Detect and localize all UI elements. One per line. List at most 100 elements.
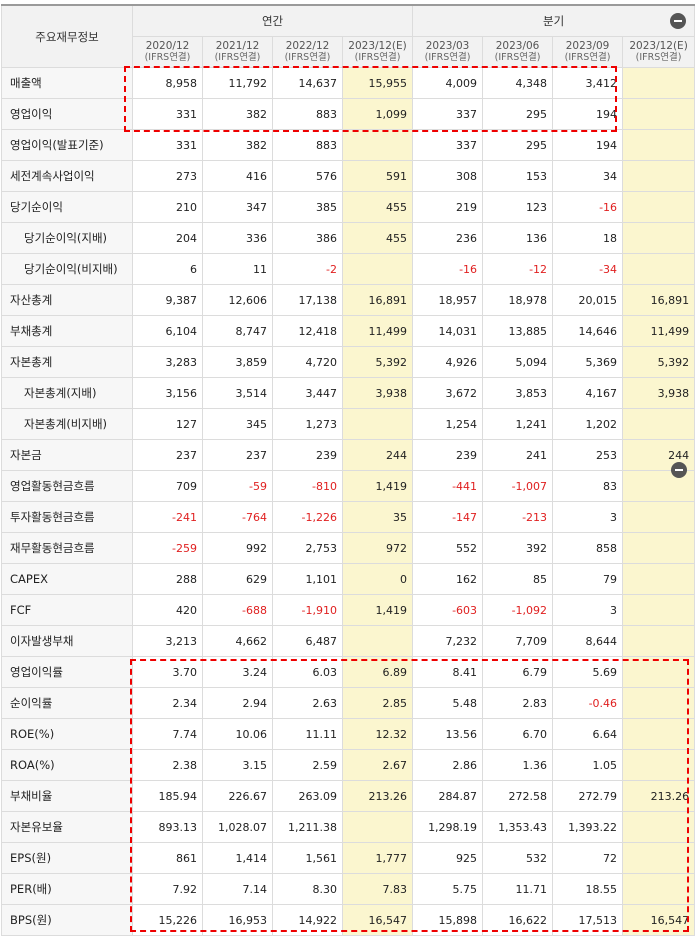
table-cell: 392: [482, 532, 554, 564]
table-cell: 3,859: [202, 346, 273, 378]
table-cell: 253: [552, 439, 624, 471]
column-period: 2021/12: [215, 40, 260, 52]
table-cell: 3.15: [202, 749, 273, 781]
table-cell: [622, 842, 695, 874]
quarter-label: 분기: [542, 14, 565, 28]
table-cell: 8.41: [412, 656, 484, 688]
table-cell: 3.24: [202, 656, 273, 688]
table-cell: 15,955: [341, 67, 414, 99]
table-cell: 16,953: [202, 904, 273, 936]
table-cell: 16,622: [482, 904, 554, 936]
table-cell: -0.46: [552, 687, 624, 719]
table-cell: 18,957: [412, 284, 484, 316]
column-period: 2023/12(E): [348, 40, 407, 52]
table-cell: 194: [552, 98, 624, 130]
collapse-quarter-icon[interactable]: [670, 13, 687, 29]
table-cell: 14,646: [552, 315, 624, 347]
table-cell: 3,853: [482, 377, 554, 409]
table-cell: 8,644: [552, 625, 624, 657]
annual-label: 연간: [261, 14, 284, 28]
table-cell: -441: [412, 470, 484, 502]
table-cell: 3,156: [132, 377, 203, 409]
table-cell: 2.83: [482, 687, 554, 719]
table-cell: 5.48: [412, 687, 484, 719]
table-cell: 204: [132, 222, 203, 254]
row-label: 부채비율: [1, 780, 133, 812]
table-cell: 1,393.22: [552, 811, 624, 843]
table-cell: 1,099: [341, 98, 414, 130]
table-cell: -1,910: [272, 594, 343, 626]
table-cell: [622, 222, 695, 254]
quarter-group-header: 분기: [412, 4, 695, 37]
table-cell: 7,232: [412, 625, 484, 657]
row-label: 당기순이익(비지배): [1, 253, 133, 285]
table-cell: 1.05: [552, 749, 624, 781]
table-cell: 3,514: [202, 377, 273, 409]
table-cell: 8,747: [202, 315, 273, 347]
table-cell: 4,348: [482, 67, 554, 99]
table-cell: 2.85: [341, 687, 414, 719]
table-row: 자본금 237 237 239 244 239 241 253 244: [1, 439, 695, 471]
table-cell: 5,392: [622, 346, 695, 378]
table-cell: 3,213: [132, 625, 203, 657]
column-header: 2023/06 (IFRS연결): [482, 36, 554, 68]
table-row: 자본총계(비지배) 127 345 1,273 1,254 1,241 1,202: [1, 408, 695, 440]
table-corner-label: 주요재무정보: [1, 4, 133, 68]
table-cell: 1.36: [482, 749, 554, 781]
column-header: 2023/12(E) (IFRS연결): [341, 36, 414, 68]
table-cell: 4,926: [412, 346, 484, 378]
table-cell: 14,922: [272, 904, 343, 936]
table-cell: [622, 656, 695, 688]
table-cell: 11,499: [622, 315, 695, 347]
row-label: 영업활동현금흐름: [1, 470, 133, 502]
column-period: 2020/12: [145, 40, 190, 52]
table-cell: 6: [132, 253, 203, 285]
table-cell: 1,211.38: [272, 811, 343, 843]
table-cell: 72: [552, 842, 624, 874]
table-cell: 3: [552, 501, 624, 533]
row-label: 부채총계: [1, 315, 133, 347]
row-label: PER(배): [1, 873, 133, 905]
table-cell: 4,662: [202, 625, 273, 657]
table-cell: 992: [202, 532, 273, 564]
table-row: 영업이익 331 382 883 1,099 337 295 194: [1, 98, 695, 130]
column-period: 2023/03: [425, 40, 470, 52]
table-cell: -764: [202, 501, 273, 533]
table-cell: 11,499: [341, 315, 414, 347]
table-cell: -688: [202, 594, 273, 626]
table-cell: 9,387: [132, 284, 203, 316]
table-cell: 295: [482, 98, 554, 130]
table-cell: 11,792: [202, 67, 273, 99]
table-cell: 237: [202, 439, 273, 471]
table-cell: 236: [412, 222, 484, 254]
table-cell: 1,777: [341, 842, 414, 874]
table-row: 부채비율 185.94 226.67 263.09 213.26 284.87 272.58…: [1, 780, 695, 812]
table-cell: [341, 625, 414, 657]
column-basis: (IFRS연결): [424, 52, 471, 63]
row-label: 자본유보율: [1, 811, 133, 843]
table-cell: 12,606: [202, 284, 273, 316]
table-cell: 1,419: [341, 470, 414, 502]
table-cell: 2.86: [412, 749, 484, 781]
table-cell: 13,885: [482, 315, 554, 347]
table-cell: 331: [132, 129, 203, 161]
table-cell: 35: [341, 501, 414, 533]
table-cell: [622, 718, 695, 750]
table-cell: 1,202: [552, 408, 624, 440]
table-cell: [341, 408, 414, 440]
table-cell: [622, 811, 695, 843]
table-cell: -34: [552, 253, 624, 285]
row-label: 매출액: [1, 67, 133, 99]
row-label: 영업이익: [1, 98, 133, 130]
table-cell: 5,094: [482, 346, 554, 378]
table-row: ROE(%) 7.74 10.06 11.11 12.32 13.56 6.70 6.64: [1, 718, 695, 750]
table-cell: 34: [552, 160, 624, 192]
table-cell: 6.64: [552, 718, 624, 750]
table-cell: 347: [202, 191, 273, 223]
table-cell: 2.34: [132, 687, 203, 719]
table-cell: 6.89: [341, 656, 414, 688]
table-row: 자산총계 9,387 12,606 17,138 16,891 18,957 18,978 2…: [1, 284, 695, 316]
row-label: 자산총계: [1, 284, 133, 316]
table-cell: 336: [202, 222, 273, 254]
table-cell: [622, 129, 695, 161]
